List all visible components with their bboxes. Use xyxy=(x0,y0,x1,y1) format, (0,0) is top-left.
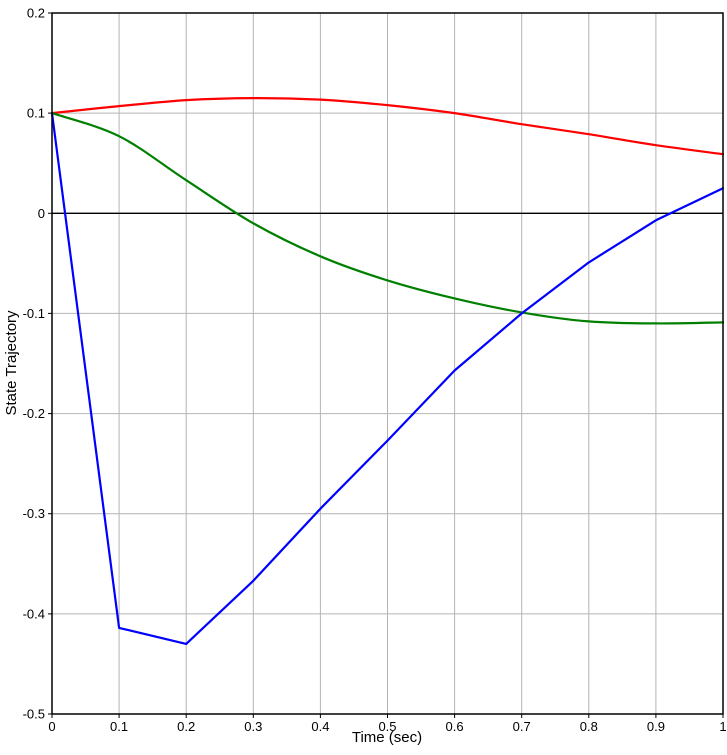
tick-labels: 0 0.1 0.2 0.3 0.4 0.5 0.6 0.7 0.8 0.9 1 0.2 0.1 0 -0.1… xyxy=(23,6,727,735)
y-tick-label: -0.1 xyxy=(23,306,45,321)
y-tick-label: -0.5 xyxy=(23,707,45,722)
x-tick-label: 0.5 xyxy=(378,719,396,734)
x-tick-label: 0.9 xyxy=(647,719,665,734)
gridlines xyxy=(52,13,723,714)
x-tick-label: 0.8 xyxy=(580,719,598,734)
red-series-line xyxy=(50,96,725,156)
x-tick-label: 0.1 xyxy=(110,719,128,734)
x-tick-label: 0.3 xyxy=(244,719,262,734)
x-tick-label: 0.6 xyxy=(446,719,464,734)
x-tick-label: 0.7 xyxy=(513,719,531,734)
y-tick-label: -0.3 xyxy=(23,506,45,521)
y-tick-label: 0.1 xyxy=(27,106,45,121)
y-tick-label: -0.4 xyxy=(23,606,45,621)
y-tick-label: 0.2 xyxy=(27,6,45,21)
green-series-line xyxy=(50,112,725,325)
x-axis-label: Time (sec) xyxy=(352,729,422,746)
blue-series-line xyxy=(50,112,725,645)
x-tick-label: 1 xyxy=(719,719,726,734)
x-tick-label: 0.4 xyxy=(311,719,329,734)
series-lines xyxy=(50,96,725,645)
y-tick-label: -0.2 xyxy=(23,406,45,421)
y-axis-label: State Trajectory xyxy=(3,310,20,416)
x-tick-label: 0.2 xyxy=(177,719,195,734)
tick-marks xyxy=(48,12,724,718)
x-tick-label: 0 xyxy=(48,719,55,734)
y-tick-label: 0 xyxy=(38,206,45,221)
